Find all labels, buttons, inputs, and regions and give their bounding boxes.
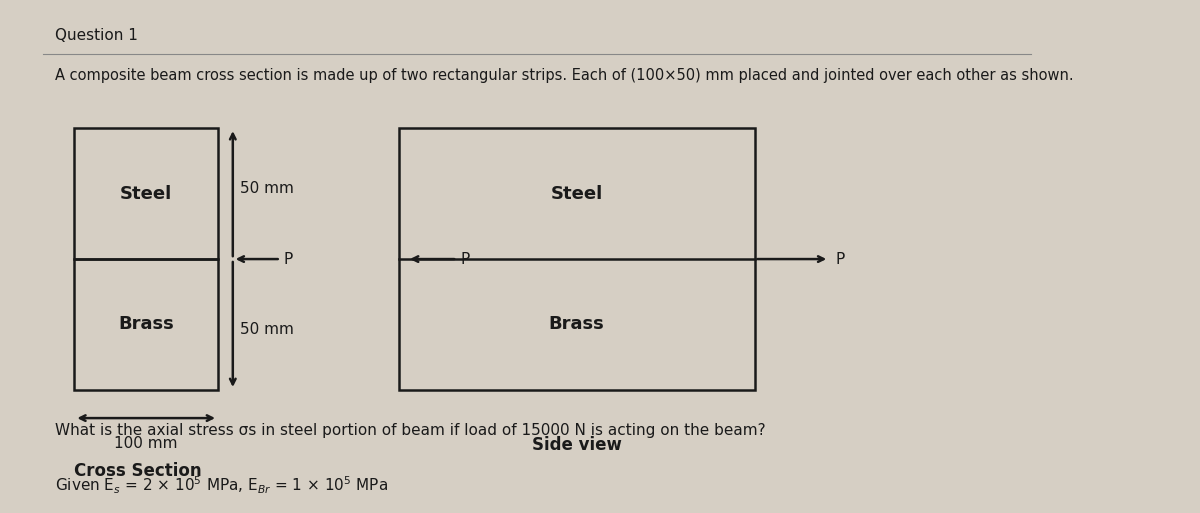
Text: 50 mm: 50 mm (240, 181, 294, 196)
Text: Question 1: Question 1 (55, 28, 138, 43)
Text: 100 mm: 100 mm (114, 436, 178, 451)
Text: Side view: Side view (532, 436, 622, 454)
Text: A composite beam cross section is made up of two rectangular strips. Each of (10: A composite beam cross section is made u… (55, 68, 1074, 83)
Text: P: P (461, 251, 469, 267)
Text: Cross Section: Cross Section (74, 462, 202, 480)
Text: P: P (284, 251, 293, 267)
Text: Given E$_s$ = 2 × 10$^5$ MPa, E$_{Br}$ = 1 × 10$^5$ MPa: Given E$_s$ = 2 × 10$^5$ MPa, E$_{Br}$ =… (55, 475, 389, 496)
Text: What is the axial stress σs in steel portion of beam if load of 15000 N is actin: What is the axial stress σs in steel por… (55, 423, 766, 438)
Text: Brass: Brass (119, 315, 174, 333)
Text: 50 mm: 50 mm (240, 322, 294, 337)
Text: Brass: Brass (548, 315, 605, 333)
Text: Steel: Steel (120, 185, 173, 203)
Text: Steel: Steel (551, 185, 602, 203)
Text: P: P (835, 251, 845, 267)
